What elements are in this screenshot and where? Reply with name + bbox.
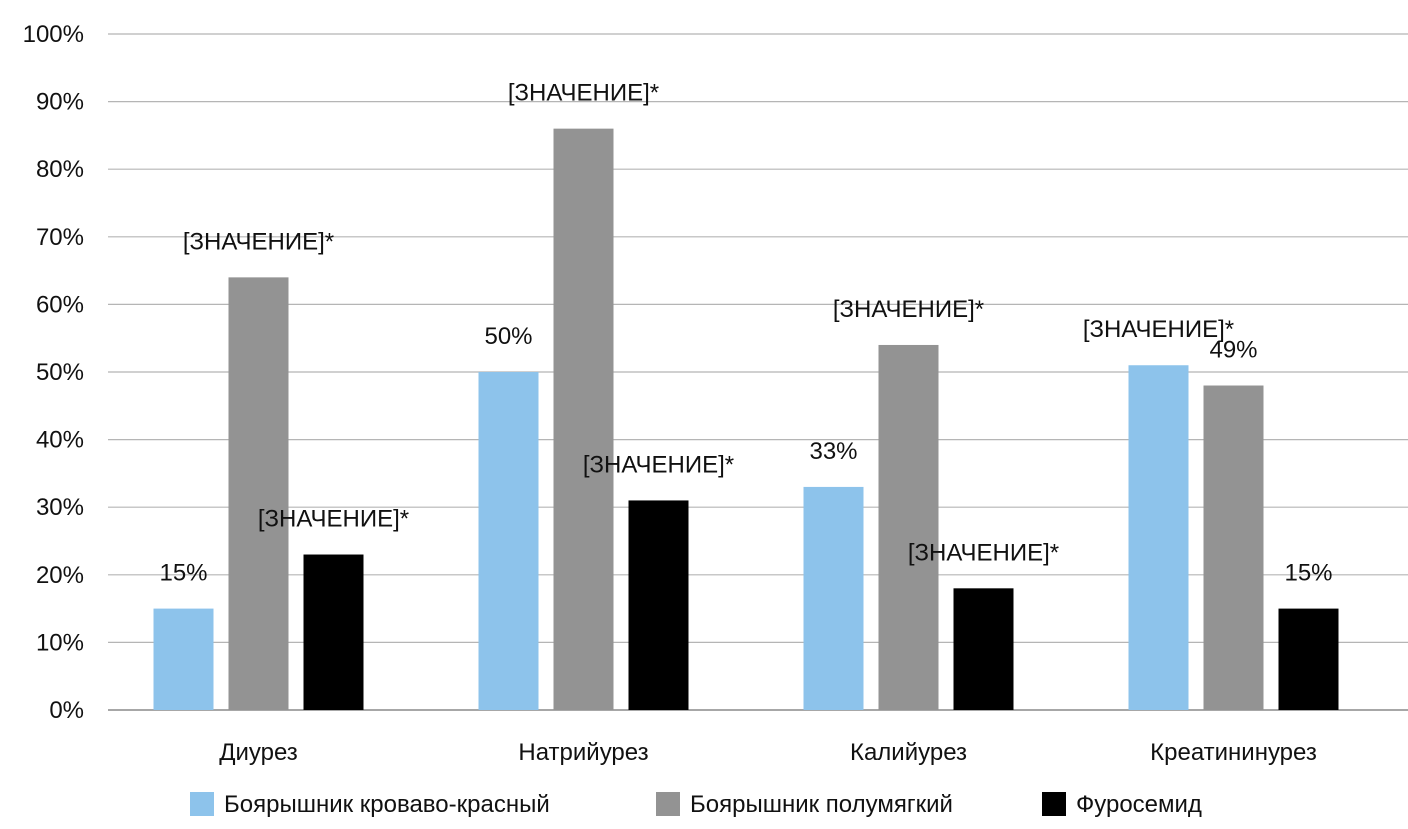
legend-label: Фуросемид (1076, 791, 1202, 818)
category-label: Натрийурез (518, 739, 648, 766)
category-label: Диурез (219, 739, 298, 766)
data-labels: 15% [ЗНАЧЕНИЕ]* [ЗНАЧЕНИЕ]* 50% [ЗНАЧЕНИЕ]* [… (159, 80, 1332, 587)
bar (303, 554, 364, 710)
data-label: [ЗНАЧЕНИЕ]* (908, 539, 1059, 566)
y-tick-label: 70% (36, 224, 84, 251)
legend-label: Боярышник полумягкий (690, 791, 953, 818)
category-label: Калийурез (850, 739, 967, 766)
data-label: [ЗНАЧЕНИЕ]* (833, 296, 984, 323)
data-label: 33% (809, 438, 857, 465)
y-tick-label: 10% (36, 629, 84, 656)
legend-swatch (1042, 792, 1066, 816)
data-label: [ЗНАЧЕНИЕ]* (508, 80, 659, 107)
data-label: 50% (484, 323, 532, 350)
data-label: [ЗНАЧЕНИЕ]* (183, 228, 334, 255)
bar (553, 128, 614, 710)
bar (478, 372, 539, 710)
y-tick-label: 40% (36, 427, 84, 454)
data-label: [ЗНАЧЕНИЕ]* (258, 506, 409, 533)
bar (953, 588, 1014, 710)
y-tick-label: 30% (36, 494, 84, 521)
y-tick-label: 100% (23, 21, 84, 48)
bar (1203, 385, 1264, 710)
y-tick-label: 0% (49, 697, 84, 724)
legend-swatch (656, 792, 680, 816)
legend-swatch (190, 792, 214, 816)
y-tick-label: 50% (36, 359, 84, 386)
bar (228, 277, 289, 710)
y-tick-label: 80% (36, 156, 84, 183)
data-label: [ЗНАЧЕНИЕ]* (583, 451, 734, 478)
bar (803, 486, 864, 710)
y-tick-label: 20% (36, 562, 84, 589)
bar (1128, 365, 1189, 710)
bar (153, 608, 214, 710)
category-label: Креатининурез (1150, 739, 1317, 766)
data-label: 49% (1209, 337, 1257, 364)
y-tick-label: 60% (36, 291, 84, 318)
category-labels: Диурез Натрийурез Калийурез Креатининурез (219, 739, 1317, 766)
bar (628, 500, 689, 710)
bars (153, 128, 1339, 710)
y-tick-label: 90% (36, 89, 84, 116)
y-axis-tick-labels: 0% 10% 20% 30% 40% 50% 60% 70% 80% 90% 100% (23, 21, 84, 724)
legend: Боярышник кроваво-красный Боярышник полум… (190, 791, 1202, 818)
bar (1278, 608, 1339, 710)
data-label: 15% (159, 560, 207, 587)
bar (878, 344, 939, 710)
legend-label: Боярышник кроваво-красный (224, 791, 550, 818)
data-label: [ЗНАЧЕНИЕ]* (1083, 316, 1234, 343)
data-label: 15% (1284, 560, 1332, 587)
